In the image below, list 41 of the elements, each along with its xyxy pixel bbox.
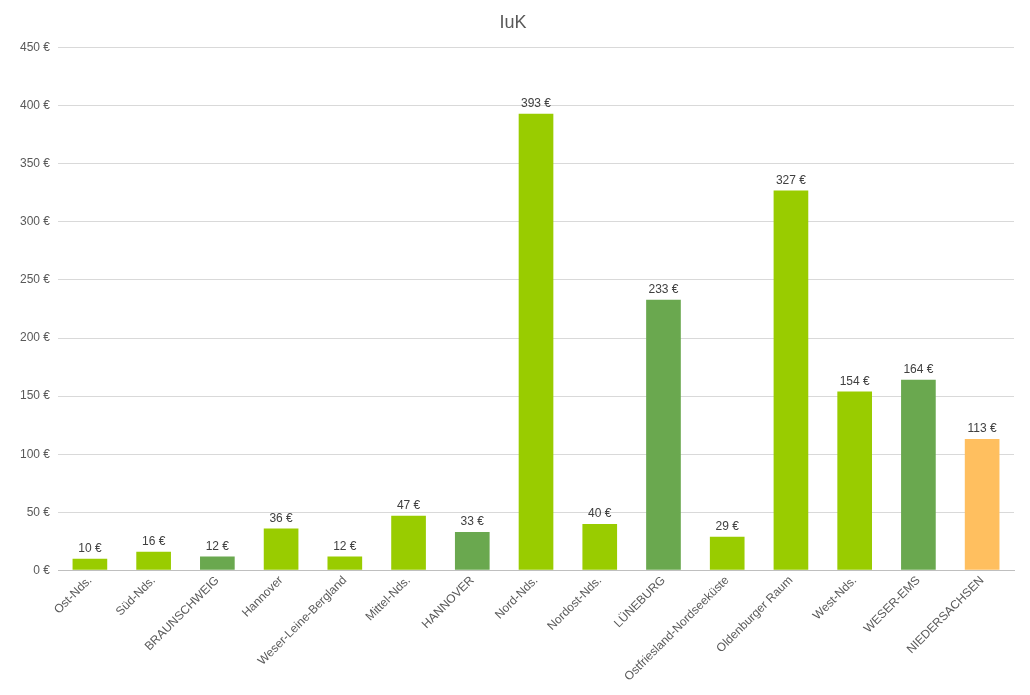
data-label: 233 € [648,282,679,296]
bar [518,113,554,570]
y-tick-label: 200 € [20,330,51,345]
data-label: 113 € [967,421,998,436]
bar [709,536,745,570]
bar [200,556,235,570]
data-label: 12 € [333,538,357,553]
y-tick-label: 150 € [20,388,51,403]
y-tick-label: 300 € [20,214,51,229]
bar [582,523,618,570]
y-tick-label: 0 € [33,562,51,577]
y-tick-label: 350 € [20,156,51,171]
bar [837,391,873,570]
bar [773,190,809,570]
bar [391,515,426,570]
data-label: 29 € [715,518,740,533]
data-label: 164 € [903,362,934,377]
data-label: 40 € [588,506,612,521]
bar [901,379,936,570]
chart-title: IuK [499,11,527,32]
bar [454,532,490,570]
y-tick-label: 400 € [20,98,51,112]
bar [327,556,363,570]
y-tick-label: 100 € [20,446,51,461]
bar [72,558,108,570]
y-tick-label: 50 € [26,504,51,519]
data-label: 10 € [78,541,102,556]
data-label: 12 € [205,538,230,553]
y-tick-label: 450 € [20,39,51,54]
data-label: 36 € [269,510,294,525]
data-label: 327 € [775,172,807,187]
data-label: 33 € [460,514,485,529]
data-label: 154 € [839,373,871,388]
bar [646,299,681,570]
data-label: 16 € [141,534,166,549]
data-label: 47 € [396,498,421,513]
y-tick-label: 250 € [20,272,51,287]
bar [964,439,1000,570]
bar [136,551,171,570]
data-label: 393 € [521,96,552,111]
bar [263,528,299,570]
